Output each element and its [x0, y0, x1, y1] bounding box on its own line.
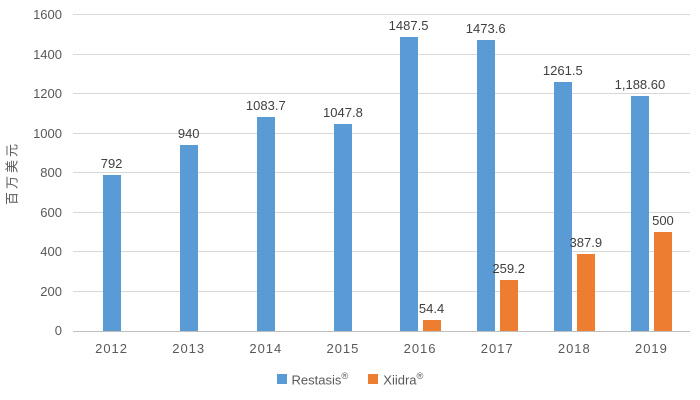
- gridline: [73, 290, 690, 292]
- bar-group-2014: 1083.7 2014: [227, 15, 304, 356]
- x-axis-label-2019: 2019: [634, 341, 668, 356]
- bar-restasis-2012: 792: [101, 156, 122, 331]
- bar-restasis-2018: 1261.5: [543, 63, 583, 331]
- y-tick-label: 200: [40, 283, 62, 299]
- value-label: 792: [100, 155, 123, 171]
- bar-group-2018: 1261.5 387.9 2018: [536, 15, 613, 356]
- x-axis-label-2015: 2015: [326, 341, 360, 356]
- bar-group-2012: 792 2012: [73, 15, 150, 356]
- gridline: [73, 251, 690, 252]
- x-axis-label-2017: 2017: [480, 341, 514, 356]
- bar-restasis-2019: 1,188.60: [615, 77, 665, 331]
- legend-swatch-xiidra: [368, 374, 379, 385]
- legend-swatch-restasis: [276, 374, 287, 385]
- value-label: 54.4: [418, 301, 445, 317]
- gridline: [73, 132, 690, 134]
- gridline: [73, 211, 690, 213]
- bar-group-2017: 1473.6 259.2 2017: [459, 15, 536, 356]
- y-tick-label: 1000: [33, 125, 62, 141]
- x-axis-label-2013: 2013: [172, 341, 206, 356]
- plot-area: 792 2012 940 2013 1083.7 2014 1047.8 2015 1487.5…: [73, 14, 690, 356]
- bar-group-2013: 940 2013: [150, 15, 227, 356]
- value-label: 1,188.60: [614, 77, 666, 93]
- bar-group-2015: 1047.8 2015: [304, 15, 381, 356]
- value-label: 1487.5: [388, 18, 429, 34]
- bar-xiidra-2016: 54.4: [419, 301, 444, 331]
- y-tick-label: 1600: [33, 7, 62, 22]
- y-tick-label: 0: [54, 323, 62, 338]
- bar-restasis-2016: 1487.5: [389, 18, 428, 331]
- value-label: 387.9: [569, 235, 603, 251]
- legend-item-restasis: Restasis®: [276, 371, 349, 388]
- value-label: 1083.7: [245, 97, 286, 113]
- gridline: [73, 53, 690, 55]
- value-label: 1261.5: [542, 62, 583, 78]
- gridline: [73, 172, 690, 173]
- legend-label-restasis: Restasis®: [291, 371, 349, 388]
- legend-item-xiidra: Xiidra®: [368, 371, 423, 387]
- value-label: 940: [177, 126, 200, 142]
- y-tick-label: 600: [40, 204, 62, 220]
- x-axis-label-2018: 2018: [557, 341, 591, 356]
- registered-mark: ®: [341, 371, 349, 381]
- x-axis-label-2012: 2012: [95, 341, 129, 356]
- legend: Restasis® Xiidra®: [0, 371, 700, 387]
- bar-xiidra-2018: 387.9: [570, 235, 602, 331]
- y-tick-label: 400: [40, 244, 62, 259]
- gridline: [73, 14, 690, 15]
- value-label: 1047.8: [323, 105, 363, 121]
- value-label: 259.2: [492, 260, 525, 276]
- bar-xiidra-2019: 500: [652, 213, 674, 331]
- bar-restasis-2015: 1047.8: [323, 105, 363, 331]
- bar-restasis-2013: 940: [178, 126, 200, 331]
- legend-label-xiidra: Xiidra®: [383, 371, 424, 388]
- y-tick-label: 1400: [33, 46, 62, 62]
- gridline: [73, 93, 690, 94]
- bar-group-2019: 1,188.60 500 2019: [613, 15, 690, 356]
- x-axis-label-2016: 2016: [403, 341, 437, 356]
- bar-restasis-2014: 1083.7: [246, 98, 286, 331]
- registered-mark: ®: [416, 371, 424, 381]
- y-tick-label: 800: [40, 165, 62, 180]
- bar-xiidra-2017: 259.2: [492, 261, 525, 331]
- x-axis-label-2014: 2014: [249, 341, 283, 356]
- value-label: 500: [652, 213, 674, 229]
- bar-group-2016: 1487.5 54.4 2016: [382, 15, 459, 356]
- value-label: 1473.6: [465, 20, 506, 36]
- y-axis-tick-labels: 0 200 400 600 800 1000 1200 1400 1600: [16, 7, 62, 338]
- bar-restasis-2017: 1473.6: [466, 21, 506, 331]
- y-tick-label: 1200: [33, 86, 62, 101]
